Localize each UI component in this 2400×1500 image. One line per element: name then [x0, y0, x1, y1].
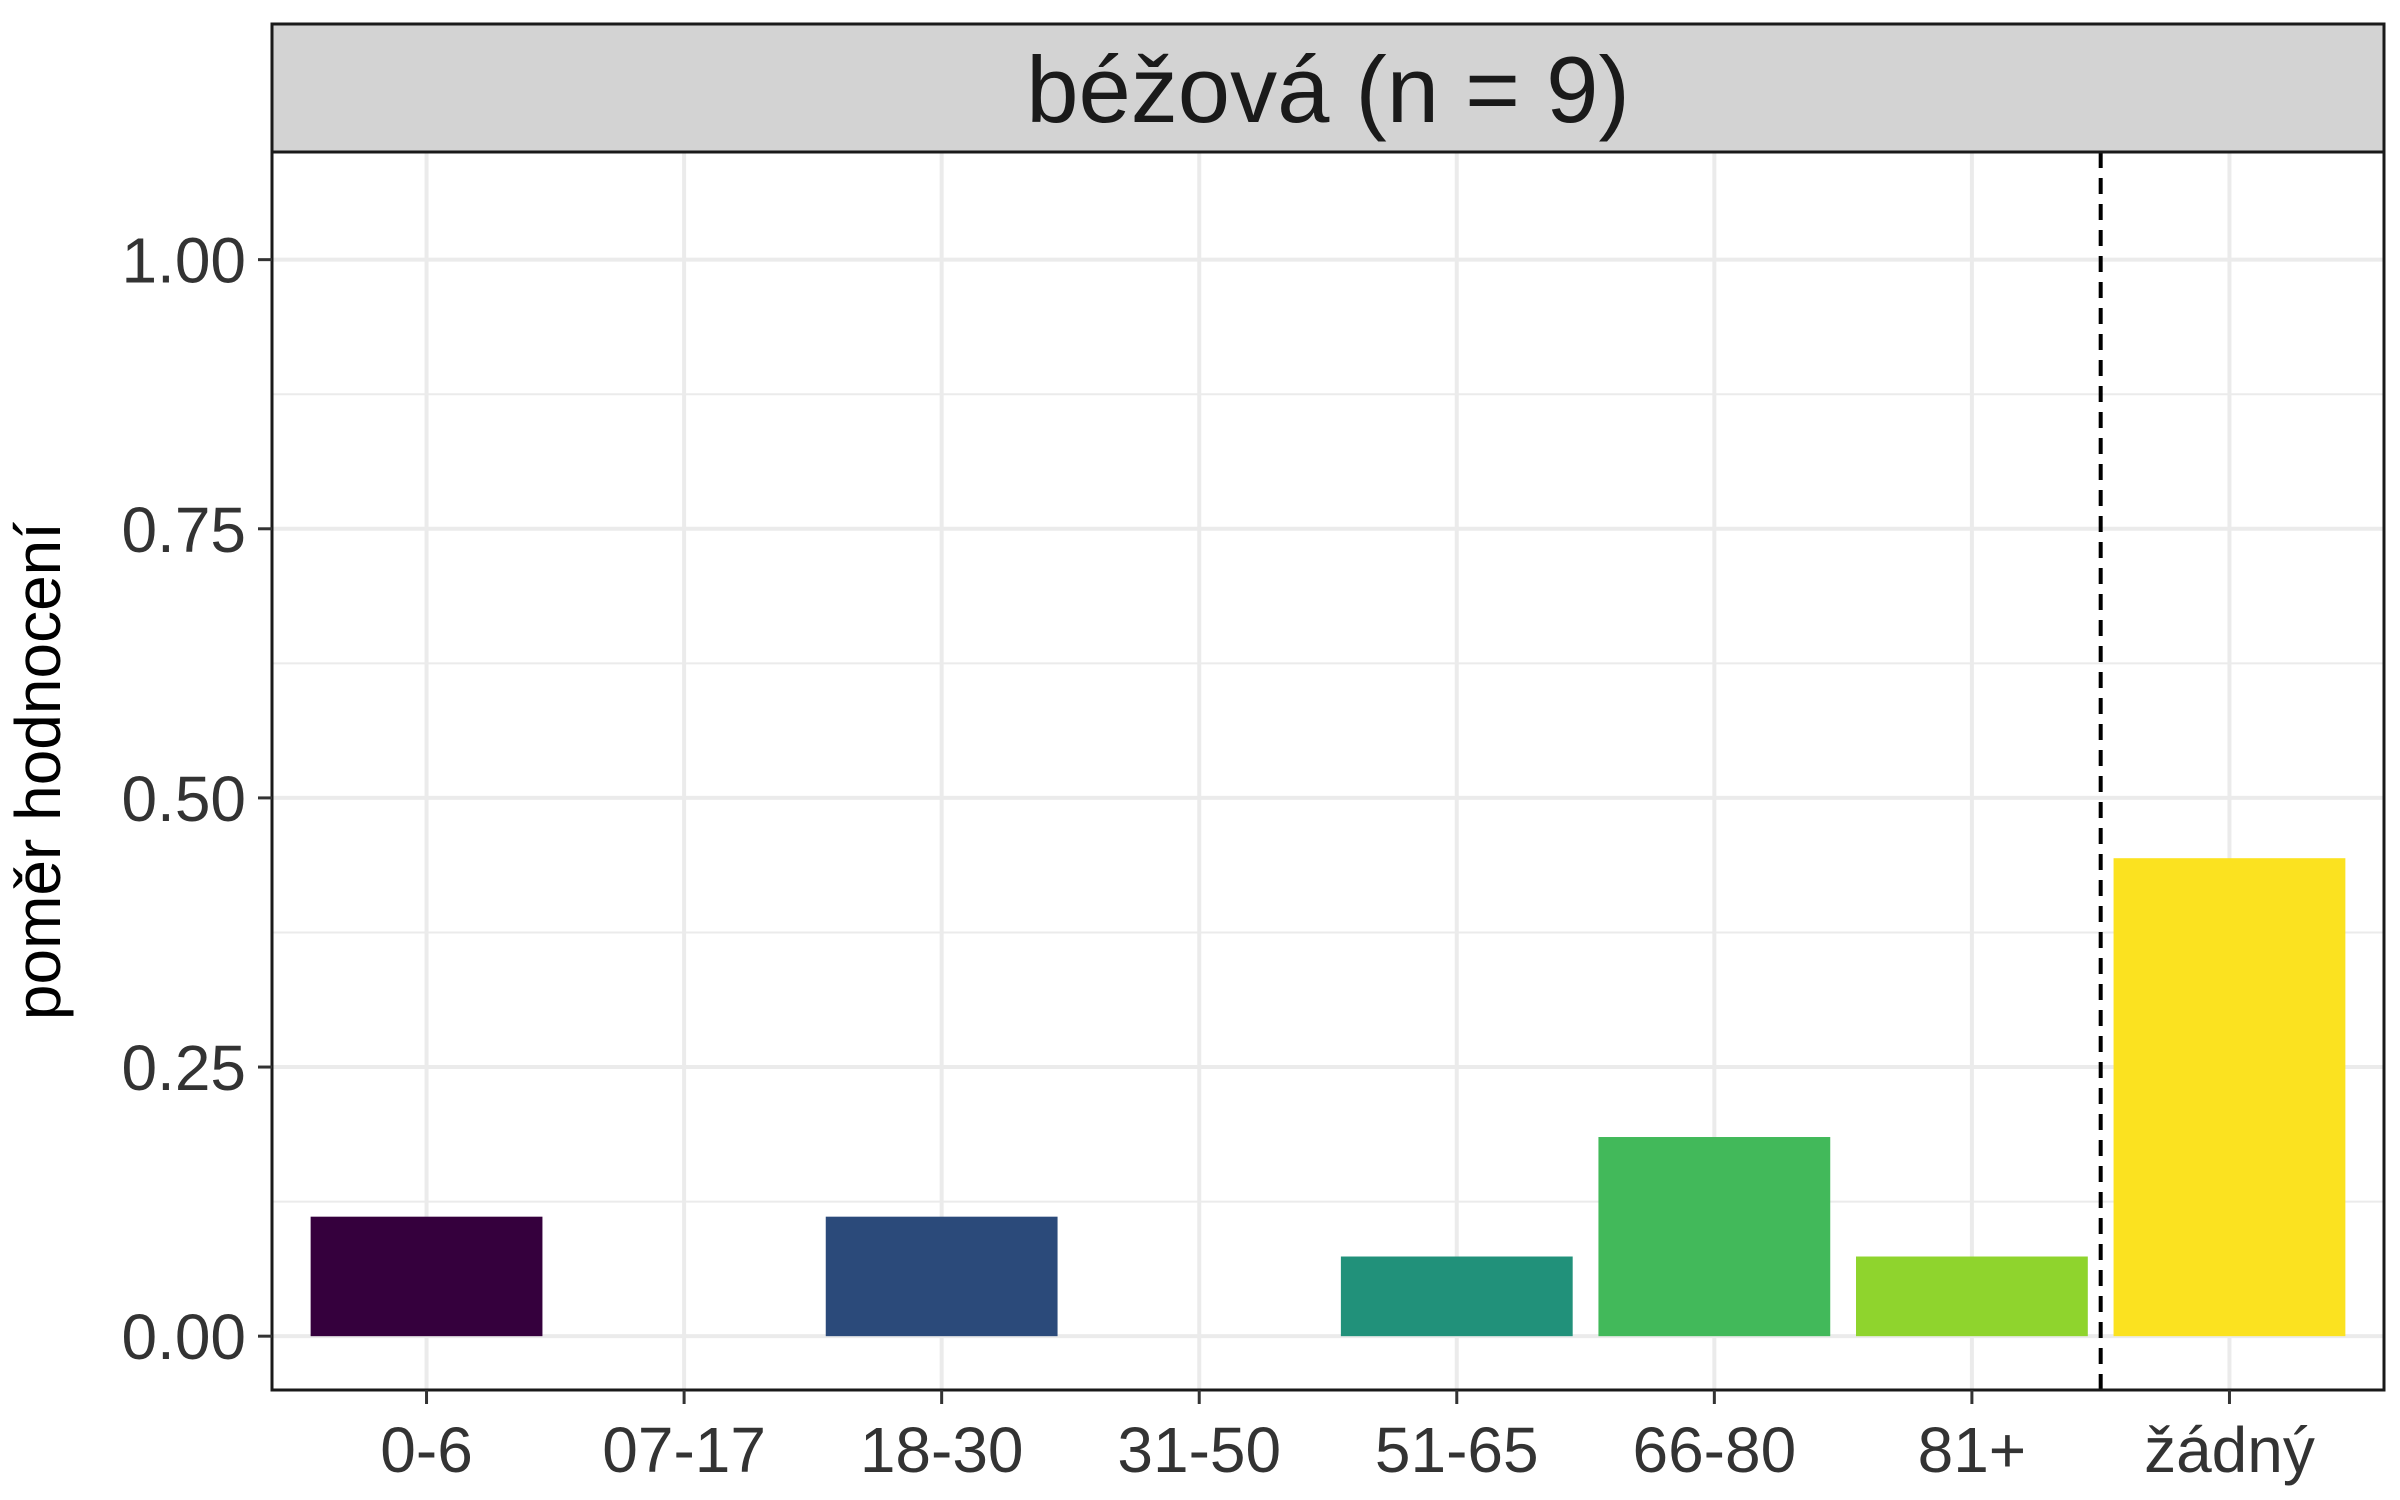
bar-81+ [1856, 1256, 2088, 1337]
bars [310, 858, 2346, 1337]
y-tick-label: 0.00 [121, 1301, 246, 1373]
x-tick-label: 0-6 [380, 1414, 473, 1486]
y-tick-label: 1.00 [121, 225, 246, 297]
grid-major [272, 152, 2384, 1390]
bar-0-6 [310, 1216, 543, 1337]
plot-panel [272, 152, 2384, 1390]
facet-strip [270, 22, 2386, 154]
facet-title: béžová (n = 9) [1026, 37, 1630, 142]
x-tick-label: 81+ [1918, 1414, 2027, 1486]
panel-border [270, 150, 2386, 1392]
x-tick-label: 07-17 [602, 1414, 766, 1486]
bar-žádný [2113, 858, 2346, 1337]
grid-minor [272, 393, 2384, 1203]
y-axis: 0.00 0.25 0.50 0.75 1.00 [121, 225, 272, 1373]
bar-18-30 [825, 1216, 1058, 1337]
bar-51-65 [1340, 1256, 1573, 1337]
y-tick-label: 0.25 [121, 1032, 246, 1104]
x-tick-label: žádný [2144, 1414, 2315, 1486]
x-tick-label: 18-30 [860, 1414, 1024, 1486]
x-tick-label: 66-80 [1632, 1414, 1796, 1486]
y-axis-title: poměr hodnocení [2, 522, 74, 1020]
y-tick-label: 0.75 [121, 494, 246, 566]
x-axis: 0-6 07-17 18-30 31-50 51-65 66-80 81+ žádný [380, 1390, 2315, 1486]
x-tick-label: 31-50 [1117, 1414, 1281, 1486]
y-tick-label: 0.50 [121, 763, 246, 835]
bar-66-80 [1598, 1137, 1831, 1337]
x-tick-label: 51-65 [1375, 1414, 1539, 1486]
